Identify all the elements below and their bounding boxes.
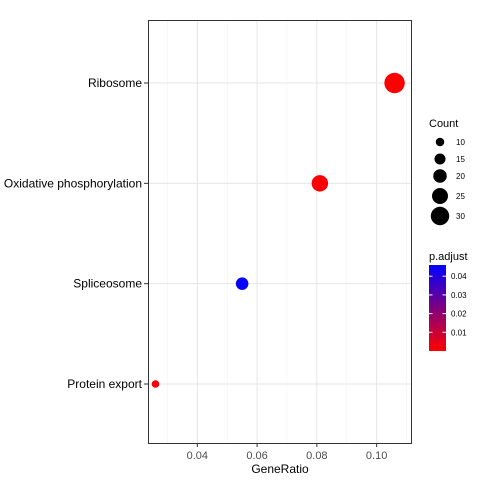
count-legend-key (434, 153, 446, 165)
plot-panel-border (148, 20, 412, 444)
grid-minor (167, 20, 407, 443)
count-legend-key (433, 169, 447, 183)
count-legend-label: 15 (456, 155, 465, 164)
x-tick-label: 0.04 (187, 450, 208, 462)
padjust-legend-title: p.adjust (429, 251, 468, 263)
padjust-colorbar (429, 265, 446, 351)
padjust-legend-label: 0.03 (451, 291, 467, 300)
count-legend-label: 30 (456, 212, 465, 221)
data-point (235, 277, 249, 290)
count-legend-label: 25 (456, 192, 465, 201)
y-axis: Ribosome Oxidative phosphorylation Spliceo… (4, 76, 148, 391)
y-tick-label: Spliceosome (73, 277, 142, 291)
padjust-legend-label: 0.04 (451, 272, 467, 281)
x-tick-label: 0.06 (246, 450, 267, 462)
y-tick-label: Oxidative phosphorylation (4, 176, 142, 190)
padjust-legend-label: 0.02 (451, 310, 467, 319)
x-axis: 0.04 0.06 0.08 0.10 (187, 443, 387, 462)
count-legend-key (435, 137, 445, 147)
data-point (151, 380, 160, 388)
x-tick-label: 0.10 (366, 450, 387, 462)
x-tick-label: 0.08 (306, 450, 327, 462)
padjust-legend-label: 0.01 (451, 328, 467, 337)
data-points (151, 72, 405, 388)
count-legend-label: 20 (456, 172, 465, 181)
grid-major (148, 20, 411, 443)
count-legend-key (430, 206, 450, 226)
data-point (311, 175, 329, 192)
y-tick-label: Protein export (67, 377, 142, 391)
padjust-legend: p.adjust 0.01 0.02 0.03 0.04 (429, 251, 468, 351)
count-legend-title: Count (429, 118, 458, 130)
x-axis-title: GeneRatio (251, 462, 309, 476)
count-legend: Count 10 15 20 25 30 (429, 118, 465, 226)
y-tick-label: Ribosome (88, 76, 142, 90)
data-point (384, 72, 405, 94)
count-legend-label: 10 (456, 138, 465, 147)
count-legend-key (432, 188, 448, 204)
